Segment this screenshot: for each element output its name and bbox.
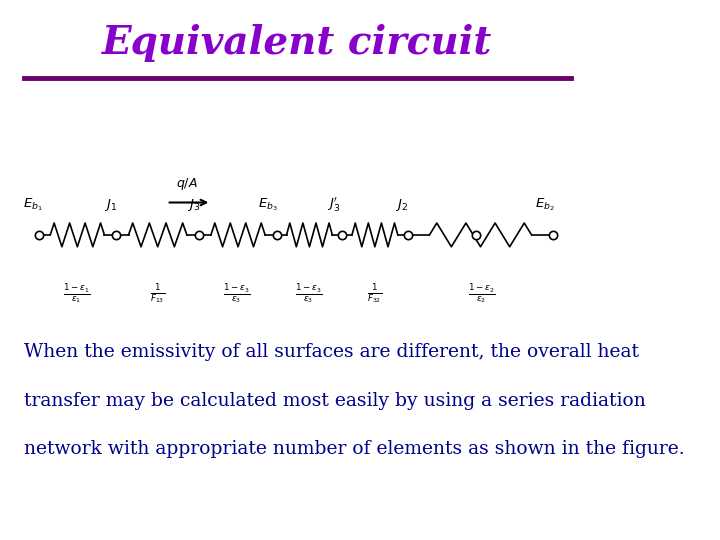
Text: $\frac{1-\epsilon_3}{\epsilon_3}$: $\frac{1-\epsilon_3}{\epsilon_3}$: [223, 282, 251, 306]
Text: $\frac{1}{F_{32}}$: $\frac{1}{F_{32}}$: [367, 282, 382, 306]
Text: Equivalent circuit: Equivalent circuit: [102, 24, 492, 62]
Text: $\frac{1}{F_{13}}$: $\frac{1}{F_{13}}$: [150, 282, 165, 306]
Text: network with appropriate number of elements as shown in the figure.: network with appropriate number of eleme…: [24, 440, 685, 458]
Text: When the emissivity of all surfaces are different, the overall heat: When the emissivity of all surfaces are …: [24, 343, 639, 361]
Text: $J_1$: $J_1$: [104, 197, 117, 213]
Text: $q/A$: $q/A$: [176, 176, 197, 192]
Text: $J_3$: $J_3$: [186, 197, 200, 213]
Text: $\frac{1-\epsilon_3}{\epsilon_3}$: $\frac{1-\epsilon_3}{\epsilon_3}$: [294, 282, 322, 306]
Text: $\frac{1-\epsilon_2}{\epsilon_2}$: $\frac{1-\epsilon_2}{\epsilon_2}$: [469, 282, 495, 306]
Text: $\frac{1-\epsilon_1}{\epsilon_1}$: $\frac{1-\epsilon_1}{\epsilon_1}$: [63, 282, 90, 306]
Text: $J_2$: $J_2$: [395, 197, 408, 213]
Text: $J_3'$: $J_3'$: [327, 195, 340, 213]
Text: $E_{b_2}$: $E_{b_2}$: [534, 197, 554, 213]
Text: transfer may be calculated most easily by using a series radiation: transfer may be calculated most easily b…: [24, 392, 646, 409]
Text: $E_{b_1}$: $E_{b_1}$: [23, 197, 42, 213]
Text: $E_{b_3}$: $E_{b_3}$: [258, 197, 278, 213]
